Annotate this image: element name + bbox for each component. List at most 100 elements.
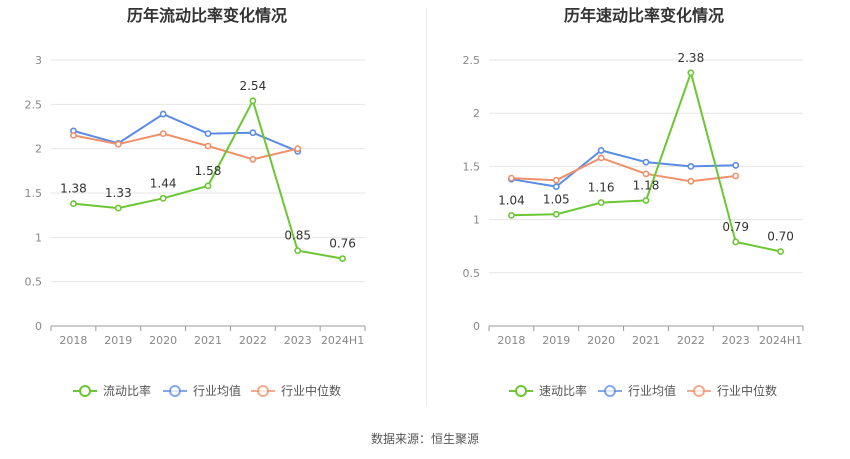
x-tick-label: 2020 (587, 334, 615, 347)
x-tick-label: 2022 (239, 334, 267, 347)
legend-marker-icon (79, 385, 91, 397)
series-line (511, 149, 736, 188)
data-label: 1.33 (105, 186, 132, 200)
legend-item[interactable]: 速动比率 (509, 383, 587, 398)
legend-item[interactable]: 行业中位数 (687, 383, 777, 398)
y-tick-label: 1 (473, 214, 480, 227)
data-point[interactable] (732, 161, 740, 169)
data-label: 0.70 (767, 230, 794, 244)
x-tick-label: 2021 (194, 334, 222, 347)
x-tick-label: 2018 (497, 334, 525, 347)
data-point[interactable] (777, 248, 784, 255)
data-point[interactable] (732, 238, 740, 246)
data-label: 1.44 (150, 176, 177, 190)
x-tick-label: 2020 (149, 334, 177, 347)
data-label: 1.16 (588, 181, 615, 195)
chart-divider (426, 8, 427, 406)
y-tick-label: 0.5 (463, 267, 481, 280)
x-tick-label: 2022 (677, 334, 705, 347)
x-tick-label: 2023 (722, 334, 750, 347)
y-tick-label: 2.5 (25, 98, 43, 111)
legend-label: 流动比率 (103, 383, 151, 398)
current-ratio-chart: 历年流动比率变化情况 0 0.5 1 1.5 2 2.5 3 2018 2019 2020 2021 2… (25, 6, 366, 398)
legend-item[interactable]: 行业中位数 (251, 383, 341, 398)
data-point[interactable] (552, 210, 560, 218)
y-tick-label: 0 (35, 320, 42, 333)
legend-item[interactable]: 行业均值 (598, 383, 676, 398)
current-chart-title: 历年流动比率变化情况 (127, 6, 287, 25)
x-tick-label: 2019 (104, 334, 132, 347)
data-label: 0.85 (284, 229, 311, 243)
data-point[interactable] (552, 183, 560, 191)
y-tick-label: 0 (473, 320, 480, 333)
x-tick-label: 2024H1 (321, 334, 364, 347)
data-point[interactable] (249, 129, 257, 137)
data-point[interactable] (249, 97, 257, 105)
legend-label: 行业均值 (193, 383, 241, 398)
data-point[interactable] (204, 130, 212, 137)
data-source-note: 数据来源：恒生聚源 (370, 432, 479, 446)
data-point[interactable] (70, 200, 77, 208)
data-point[interactable] (70, 131, 77, 139)
data-point[interactable] (508, 174, 515, 182)
legend-marker-icon (257, 385, 269, 397)
y-tick-label: 1.5 (25, 187, 43, 200)
data-point[interactable] (204, 142, 212, 150)
legend-label: 行业中位数 (717, 383, 777, 398)
data-point[interactable] (687, 162, 695, 170)
data-label: 2.38 (677, 51, 704, 65)
data-point[interactable] (159, 194, 167, 202)
data-point[interactable] (597, 154, 605, 162)
data-label: 0.76 (329, 237, 356, 251)
series-line (511, 156, 736, 183)
legend-marker-icon (693, 385, 705, 397)
data-point[interactable] (687, 69, 695, 77)
quick-ratio-chart: 历年速动比率变化情况 0 0.5 1 1.5 2 2.5 2018 2019 2020 2021 20… (463, 6, 804, 398)
y-tick-label: 2 (35, 143, 42, 156)
data-point[interactable] (642, 158, 650, 166)
legend-label: 行业均值 (628, 383, 676, 398)
data-point[interactable] (339, 255, 346, 263)
data-label: 1.04 (498, 193, 525, 207)
data-point[interactable] (642, 197, 650, 204)
legend-label: 速动比率 (539, 383, 587, 398)
data-point[interactable] (687, 177, 695, 185)
data-point[interactable] (294, 247, 302, 255)
y-tick-label: 0.5 (25, 276, 43, 289)
quick-chart-title: 历年速动比率变化情况 (564, 6, 724, 25)
data-point[interactable] (114, 140, 122, 148)
y-tick-label: 1.5 (463, 160, 481, 173)
legend-label: 行业中位数 (281, 383, 341, 398)
data-point[interactable] (249, 155, 257, 163)
data-label: 2.54 (239, 79, 266, 93)
legend-marker-icon (515, 385, 527, 397)
legend-item[interactable]: 流动比率 (73, 383, 151, 398)
legend-marker-icon (604, 385, 616, 397)
data-point[interactable] (204, 182, 212, 190)
y-tick-label: 3 (35, 54, 42, 67)
data-point[interactable] (552, 176, 560, 184)
data-point[interactable] (597, 199, 605, 206)
data-point[interactable] (597, 147, 605, 154)
data-point[interactable] (159, 130, 167, 137)
data-point[interactable] (294, 145, 302, 153)
x-tick-label: 2021 (632, 334, 660, 347)
data-point[interactable] (508, 211, 515, 219)
data-point[interactable] (642, 170, 650, 178)
legend-item[interactable]: 行业均值 (163, 383, 241, 398)
series-line (73, 113, 299, 153)
y-tick-label: 1 (35, 231, 42, 244)
data-point[interactable] (114, 204, 122, 212)
x-tick-label: 2019 (542, 334, 570, 347)
data-point[interactable] (732, 172, 740, 180)
x-tick-label: 2024H1 (759, 334, 802, 347)
data-label: 1.38 (60, 182, 87, 196)
data-label: 1.18 (633, 178, 660, 192)
x-tick-label: 2023 (284, 334, 312, 347)
y-tick-label: 2.5 (463, 54, 481, 67)
series-line (73, 132, 298, 161)
x-tick-label: 2018 (59, 334, 87, 347)
data-label: 1.05 (543, 192, 570, 206)
data-point[interactable] (159, 110, 167, 118)
